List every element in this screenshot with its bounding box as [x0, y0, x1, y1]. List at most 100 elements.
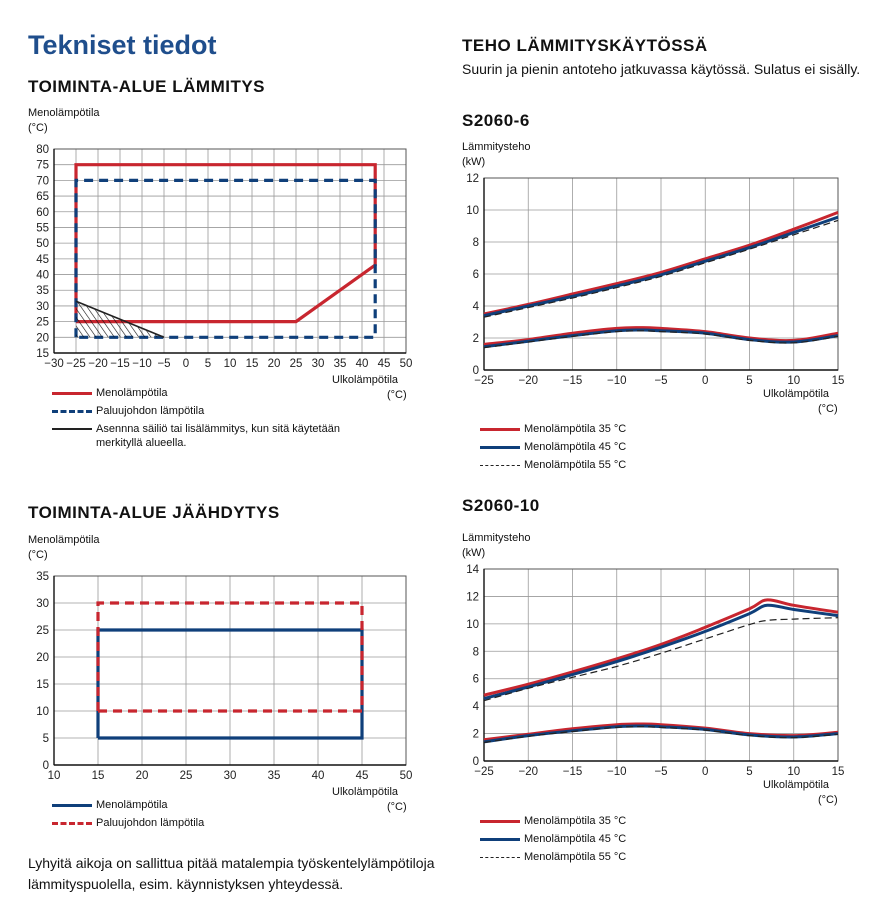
series-line-max — [483, 617, 839, 702]
series-boundary-solid — [74, 163, 377, 324]
legend-label: Paluujohdon lämpötila — [96, 405, 205, 417]
legend-label: Menolämpötila — [96, 387, 168, 399]
x-tick-label: 10 — [787, 766, 800, 778]
x-tick-label: 10 — [48, 770, 61, 782]
series — [483, 598, 839, 744]
y-tick-label: 30 — [36, 598, 49, 610]
x-tick-label: 20 — [268, 358, 281, 370]
x-tick-label: −5 — [654, 375, 667, 387]
x-tick-label: −10 — [607, 766, 627, 778]
legend-item: Menolämpötila 55 °C — [480, 848, 740, 866]
series-line-min — [483, 330, 839, 349]
tick-labels: −30 −25 −20 −15 −10 −5 0 5 10 15 20 25 30 35 40 45 50 15 2… — [36, 144, 412, 370]
y-tick-label: 15 — [36, 679, 49, 691]
y-tick-label: 0 — [43, 760, 49, 772]
legend-swatch-solid-blue — [480, 838, 520, 841]
x-tick-label: −20 — [518, 375, 538, 387]
y-tick-label: 8 — [473, 646, 479, 658]
y-tick-label: 40 — [36, 270, 49, 282]
series — [483, 210, 839, 349]
s10-legend: Menolämpötila 35 °C Menolämpötila 45 °C … — [480, 812, 740, 866]
x-tick-label: 0 — [702, 766, 708, 778]
legend-swatch-solid-red — [480, 428, 520, 431]
series-line-max — [483, 219, 839, 318]
s6-xunit: (°C) — [818, 403, 838, 415]
y-tick-label: 2 — [473, 333, 479, 345]
y-tick-label: 10 — [36, 706, 49, 718]
legend-swatch-dashed-red — [52, 822, 92, 825]
y-tick-label: 20 — [36, 332, 49, 344]
series — [96, 601, 364, 740]
x-tick-label: 5 — [205, 358, 211, 370]
tick-labels: −25 −20 −15 −10 −5 0 5 10 15 0 2 4 6 8 10 12 — [466, 173, 844, 387]
y-tick-label: 2 — [473, 729, 479, 741]
legend-label: Menolämpötila 35 °C — [524, 815, 627, 827]
x-tick-label: 45 — [378, 358, 391, 370]
y-tick-label: 0 — [473, 365, 479, 377]
bottom-note: Lyhyitä aikoja on sallittua pitää matale… — [28, 855, 435, 892]
x-tick-label: 15 — [246, 358, 259, 370]
x-tick-label: −30 — [44, 358, 64, 370]
y-tick-label: 15 — [36, 348, 49, 360]
s10-heading: S2060-10 — [462, 496, 540, 515]
y-tick-label: 10 — [466, 205, 479, 217]
x-tick-label: −25 — [66, 358, 86, 370]
heating-yunit: (°C) — [28, 122, 48, 134]
y-tick-label: 65 — [36, 191, 49, 203]
x-tick-label: 5 — [746, 766, 752, 778]
cooling-ylabel: Menolämpötila — [28, 534, 100, 546]
x-tick-label: 45 — [356, 770, 369, 782]
y-tick-label: 25 — [36, 317, 49, 329]
y-tick-label: 55 — [36, 222, 49, 234]
legend-swatch-solid-red — [480, 820, 520, 823]
x-tick-label: 15 — [832, 375, 845, 387]
x-tick-label: 25 — [290, 358, 303, 370]
y-tick-label: 12 — [466, 173, 479, 185]
s6-legend: Menolämpötila 35 °C Menolämpötila 45 °C … — [480, 420, 740, 474]
series-line-max — [483, 603, 839, 701]
x-tick-label: −10 — [132, 358, 152, 370]
tick-labels: −25 −20 −15 −10 −5 0 5 10 15 0 2 4 6 8 10 12 14 — [466, 564, 844, 778]
x-tick-label: 0 — [183, 358, 189, 370]
s6-heading: S2060-6 — [462, 111, 530, 130]
legend-swatch-solid-blue — [480, 446, 520, 449]
legend-item: Paluujohdon lämpötila — [52, 402, 372, 420]
y-tick-label: 10 — [466, 619, 479, 631]
cooling-xunit: (°C) — [387, 801, 407, 813]
legend-swatch-solid-black — [52, 428, 92, 430]
y-tick-label: 75 — [36, 160, 49, 172]
s6-yunit: (kW) — [462, 156, 486, 168]
x-tick-label: −5 — [654, 766, 667, 778]
page-title: Tekniset tiedot — [28, 30, 217, 60]
x-tick-label: −15 — [563, 375, 583, 387]
y-tick-label: 50 — [36, 238, 49, 250]
x-tick-label: −5 — [157, 358, 170, 370]
legend-swatch-solid-red — [52, 392, 92, 395]
y-tick-label: 8 — [473, 237, 479, 249]
x-tick-label: −25 — [474, 766, 494, 778]
legend-label: Menolämpötila 55 °C — [524, 851, 627, 863]
y-tick-label: 6 — [473, 269, 479, 281]
x-tick-label: −10 — [607, 375, 627, 387]
x-tick-label: 40 — [356, 358, 369, 370]
x-tick-label: 15 — [92, 770, 105, 782]
x-tick-label: −20 — [518, 766, 538, 778]
legend-item: Menolämpötila 35 °C — [480, 812, 740, 830]
legend-swatch-dashed-black — [480, 465, 520, 466]
legend-label: Paluujohdon lämpötila — [96, 817, 205, 829]
series-line-max — [483, 210, 839, 316]
y-tick-label: 25 — [36, 625, 49, 637]
y-tick-label: 6 — [473, 674, 479, 686]
cooling-range-heading: TOIMINTA-ALUE JÄÄHDYTYS — [28, 503, 280, 522]
x-tick-label: 35 — [268, 770, 281, 782]
x-tick-label: 20 — [136, 770, 149, 782]
x-tick-label: 40 — [312, 770, 325, 782]
power-section-heading: TEHO LÄMMITYSKÄYTÖSSÄ — [462, 36, 708, 55]
legend-item: Paluujohdon lämpötila — [52, 814, 372, 832]
y-tick-label: 35 — [36, 571, 49, 583]
y-tick-label: 12 — [466, 591, 479, 603]
series-line-min — [483, 724, 839, 744]
series-line-max — [483, 598, 839, 697]
